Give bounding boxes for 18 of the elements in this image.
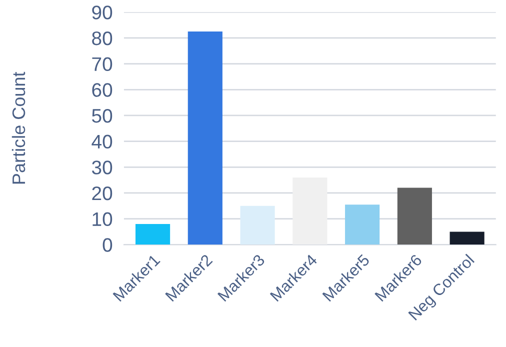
y-tick-label: 50 [92, 108, 112, 123]
y-tick-label: 0 [102, 238, 112, 252]
bar [345, 204, 380, 245]
bar [450, 232, 484, 245]
y-tick-label: 10 [92, 212, 112, 226]
y-tick-label: 30 [92, 160, 112, 174]
bar [188, 32, 222, 245]
y-tick-label: 70 [92, 57, 112, 72]
y-tick-label: 60 [92, 83, 112, 97]
y-tick-label: 20 [92, 186, 112, 200]
y-tick-label: 80 [92, 31, 112, 46]
y-axis-title: Particle Count [12, 72, 26, 184]
bar [397, 188, 432, 245]
bar [240, 206, 275, 245]
bar [135, 224, 170, 245]
y-tick-label: 90 [92, 6, 112, 20]
bar [292, 177, 328, 245]
y-tick-label: 40 [92, 134, 112, 149]
